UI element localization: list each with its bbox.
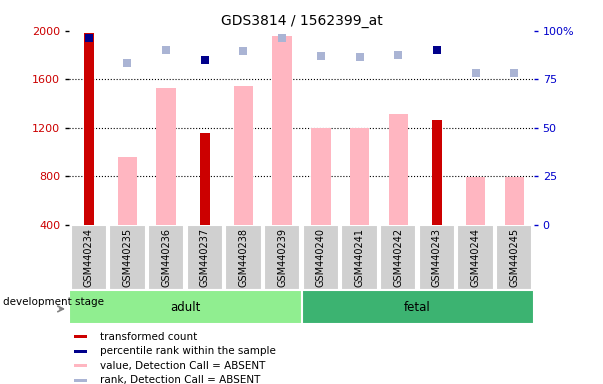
- Bar: [273, 36, 292, 225]
- Bar: [466, 177, 485, 225]
- Text: percentile rank within the sample: percentile rank within the sample: [99, 346, 276, 356]
- Bar: [234, 86, 253, 225]
- Text: GSM440241: GSM440241: [355, 228, 365, 287]
- Text: GSM440236: GSM440236: [161, 228, 171, 287]
- Bar: [74, 379, 86, 382]
- Bar: [74, 335, 86, 338]
- Bar: [505, 177, 524, 225]
- Text: GSM440240: GSM440240: [316, 228, 326, 287]
- Bar: [156, 88, 175, 225]
- Bar: [118, 157, 137, 225]
- Text: transformed count: transformed count: [99, 332, 197, 342]
- Title: GDS3814 / 1562399_at: GDS3814 / 1562399_at: [221, 14, 382, 28]
- Bar: [109, 225, 145, 290]
- Bar: [303, 225, 339, 290]
- Bar: [200, 132, 210, 225]
- Text: GSM440245: GSM440245: [510, 228, 519, 287]
- Text: GSM440242: GSM440242: [393, 228, 403, 287]
- Bar: [388, 114, 408, 225]
- Bar: [418, 225, 455, 290]
- Bar: [341, 225, 377, 290]
- Text: GSM440235: GSM440235: [122, 228, 133, 287]
- Bar: [496, 225, 532, 290]
- Bar: [380, 225, 417, 290]
- Text: adult: adult: [170, 301, 201, 314]
- Bar: [432, 121, 442, 225]
- Bar: [350, 127, 369, 225]
- Bar: [311, 127, 330, 225]
- Bar: [264, 225, 300, 290]
- Bar: [74, 364, 86, 367]
- Bar: [458, 225, 494, 290]
- Text: value, Detection Call = ABSENT: value, Detection Call = ABSENT: [99, 361, 265, 371]
- Bar: [71, 225, 107, 290]
- Text: GSM440239: GSM440239: [277, 228, 287, 287]
- Bar: [84, 33, 93, 225]
- Text: GSM440238: GSM440238: [238, 228, 248, 287]
- Text: rank, Detection Call = ABSENT: rank, Detection Call = ABSENT: [99, 375, 260, 384]
- Text: fetal: fetal: [404, 301, 431, 314]
- Bar: [148, 225, 185, 290]
- Text: GSM440244: GSM440244: [470, 228, 481, 287]
- Text: development stage: development stage: [4, 297, 104, 307]
- Text: GSM440234: GSM440234: [84, 228, 93, 287]
- Bar: [74, 350, 86, 353]
- Text: GSM440237: GSM440237: [200, 228, 210, 287]
- Bar: [186, 225, 223, 290]
- Text: GSM440243: GSM440243: [432, 228, 442, 287]
- Bar: [226, 225, 262, 290]
